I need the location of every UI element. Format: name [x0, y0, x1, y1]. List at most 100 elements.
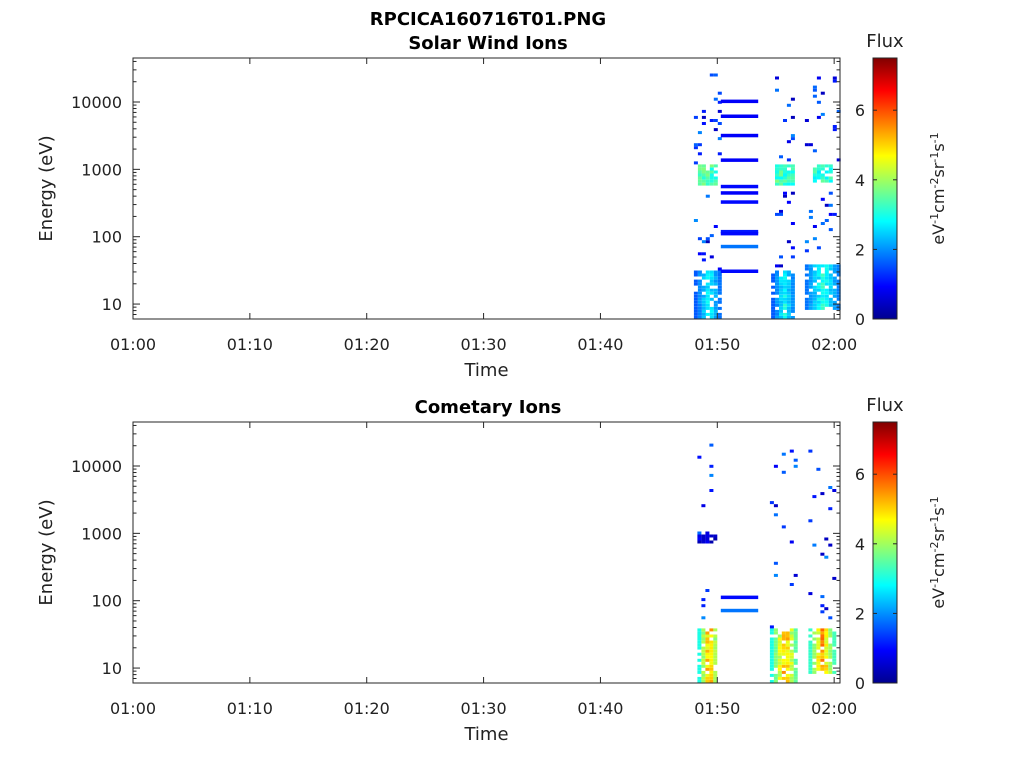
spectrogram-cell — [769, 652, 774, 656]
spectrogram-cell — [717, 109, 722, 113]
spectrogram-cell — [783, 294, 787, 298]
spectrogram-cell — [779, 264, 783, 268]
spectrogram-cell — [793, 670, 798, 674]
spectrogram-cell — [709, 282, 714, 286]
spectrogram-cell — [709, 628, 714, 632]
spectrogram-cell — [705, 288, 710, 292]
spectrogram-cell — [697, 273, 702, 277]
spectrogram-cell — [783, 173, 787, 177]
spectrogram-cell — [779, 303, 783, 307]
spectrogram-cell — [709, 443, 714, 447]
spectrogram-cell — [820, 276, 825, 280]
spectrogram-cell — [789, 583, 794, 586]
spectrogram-cell — [832, 128, 837, 132]
spectrogram-cell — [808, 215, 813, 219]
spectrogram-cell — [820, 640, 825, 644]
spectrogram-cell — [777, 652, 782, 656]
spectrogram-cell — [705, 631, 710, 635]
spectrogram-cell — [775, 182, 779, 186]
spectrogram-cell — [697, 294, 702, 298]
spectrogram-cell — [804, 279, 809, 283]
spectrogram-cell — [769, 637, 774, 641]
cometary-ions-colorbar-units: eV-1cm-2sr-1s-1 — [928, 496, 949, 608]
spectrogram-cell — [701, 182, 706, 186]
spectrogram-cell — [793, 658, 798, 662]
energy-line-mark — [720, 244, 759, 249]
spectrogram-cell — [808, 303, 813, 307]
spectrogram-cell — [697, 237, 702, 241]
spectrogram-cell — [713, 537, 718, 541]
spectrogram-cell — [713, 282, 718, 286]
spectrogram-cell — [790, 297, 795, 301]
spectrogram-cell — [705, 282, 710, 286]
spectrogram-cell — [789, 540, 794, 544]
x-tick-label: 01:20 — [344, 699, 390, 718]
spectrogram-cell — [775, 167, 779, 171]
spectrogram-cell — [713, 676, 718, 680]
spectrogram-cell — [779, 167, 783, 171]
spectrogram-cell — [709, 643, 714, 647]
spectrogram-cell — [709, 179, 714, 183]
spectrogram-cell — [697, 179, 702, 183]
spectrogram-cell — [816, 176, 821, 180]
spectrogram-cell — [777, 658, 782, 662]
spectrogram-cell — [820, 631, 825, 635]
spectrogram-cell — [816, 164, 821, 168]
spectrogram-cell — [775, 282, 779, 286]
spectrogram-cell — [790, 285, 795, 289]
spectrogram-cell — [808, 652, 813, 656]
spectrogram-cell — [701, 294, 706, 298]
spectrogram-cell — [713, 661, 718, 665]
spectrogram-cell — [779, 297, 783, 301]
spectrogram-cell — [828, 616, 833, 620]
spectrogram-cell — [705, 531, 710, 535]
spectrogram-cell — [713, 673, 718, 677]
spectrogram-cell — [790, 282, 795, 286]
spectrogram-cell — [812, 631, 817, 635]
spectrogram-cell — [779, 209, 783, 213]
x-tick-label: 01:10 — [227, 335, 273, 354]
spectrogram-cell — [820, 655, 825, 659]
spectrogram-cell — [773, 513, 778, 517]
spectrogram-cell — [828, 670, 833, 674]
spectrogram-cell — [804, 303, 809, 307]
spectrogram-cell — [713, 225, 718, 228]
spectrogram-cell — [812, 670, 817, 674]
spectrogram-cell — [693, 282, 698, 286]
spectrogram-cell — [771, 276, 776, 280]
spectrogram-cell — [824, 649, 829, 653]
spectrogram-cell — [705, 673, 710, 677]
spectrogram-cell — [705, 540, 710, 544]
spectrogram-cell — [709, 316, 714, 319]
spectrogram-cell — [828, 486, 833, 489]
spectrogram-cell — [785, 631, 790, 635]
spectrogram-cell — [709, 309, 714, 313]
spectrogram-cell — [836, 306, 841, 310]
spectrogram-cell — [789, 631, 794, 635]
spectrogram-cell — [693, 270, 698, 274]
spectrogram-cell — [701, 661, 706, 665]
spectrogram-cell — [832, 306, 837, 310]
spectrogram-cell — [793, 634, 798, 638]
spectrogram-cell — [824, 279, 829, 283]
spectrogram-cell — [697, 182, 702, 186]
spectrogram-cell — [820, 222, 825, 225]
spectrogram-cell — [785, 658, 790, 662]
spectrogram-cell — [701, 628, 706, 632]
spectrogram-cell — [828, 655, 833, 659]
spectrogram-cell — [775, 170, 779, 174]
spectrogram-cell — [697, 152, 702, 156]
energy-line-mark — [720, 133, 759, 138]
spectrogram-cell — [777, 649, 782, 653]
spectrogram-cell — [836, 303, 841, 307]
spectrogram-cell — [820, 297, 825, 301]
x-tick-label: 01:30 — [461, 335, 507, 354]
spectrogram-cell — [775, 173, 779, 177]
spectrogram-cell — [812, 149, 817, 153]
solar-wind-ions-colorbar-units: eV-1cm-2sr-1s-1 — [928, 132, 949, 244]
spectrogram-cell — [828, 282, 833, 286]
spectrogram-cell — [705, 655, 710, 659]
spectrogram-cell — [812, 270, 817, 274]
spectrogram-cell — [705, 276, 710, 280]
spectrogram-cell — [781, 634, 786, 638]
